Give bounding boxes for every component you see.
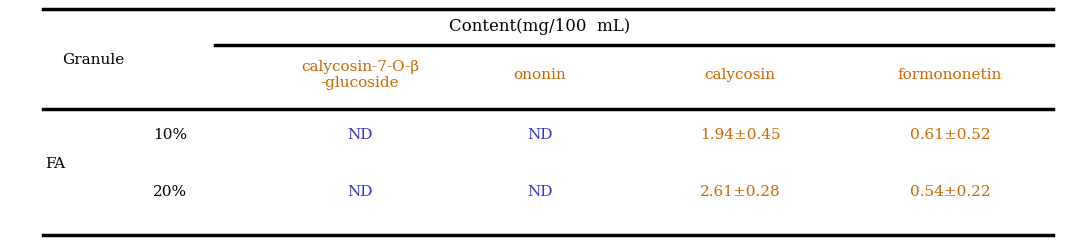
Text: Granule: Granule bbox=[62, 53, 125, 67]
Text: 2.61±0.28: 2.61±0.28 bbox=[699, 185, 781, 199]
Text: 1.94±0.45: 1.94±0.45 bbox=[699, 128, 781, 142]
Text: ononin: ononin bbox=[513, 68, 566, 82]
Text: ND: ND bbox=[527, 128, 553, 142]
Text: ND: ND bbox=[347, 128, 373, 142]
Text: Content(mg/100  mL): Content(mg/100 mL) bbox=[449, 19, 630, 36]
Text: formononetin: formononetin bbox=[898, 68, 1002, 82]
Text: 0.61±0.52: 0.61±0.52 bbox=[910, 128, 990, 142]
Text: calycosin-7-O-β
-glucoside: calycosin-7-O-β -glucoside bbox=[301, 60, 419, 90]
Text: FA: FA bbox=[45, 157, 66, 170]
Text: 10%: 10% bbox=[153, 128, 187, 142]
Text: ND: ND bbox=[347, 185, 373, 199]
Text: 0.54±0.22: 0.54±0.22 bbox=[910, 185, 990, 199]
Text: ND: ND bbox=[527, 185, 553, 199]
Text: calycosin: calycosin bbox=[705, 68, 775, 82]
Text: 20%: 20% bbox=[153, 185, 187, 199]
